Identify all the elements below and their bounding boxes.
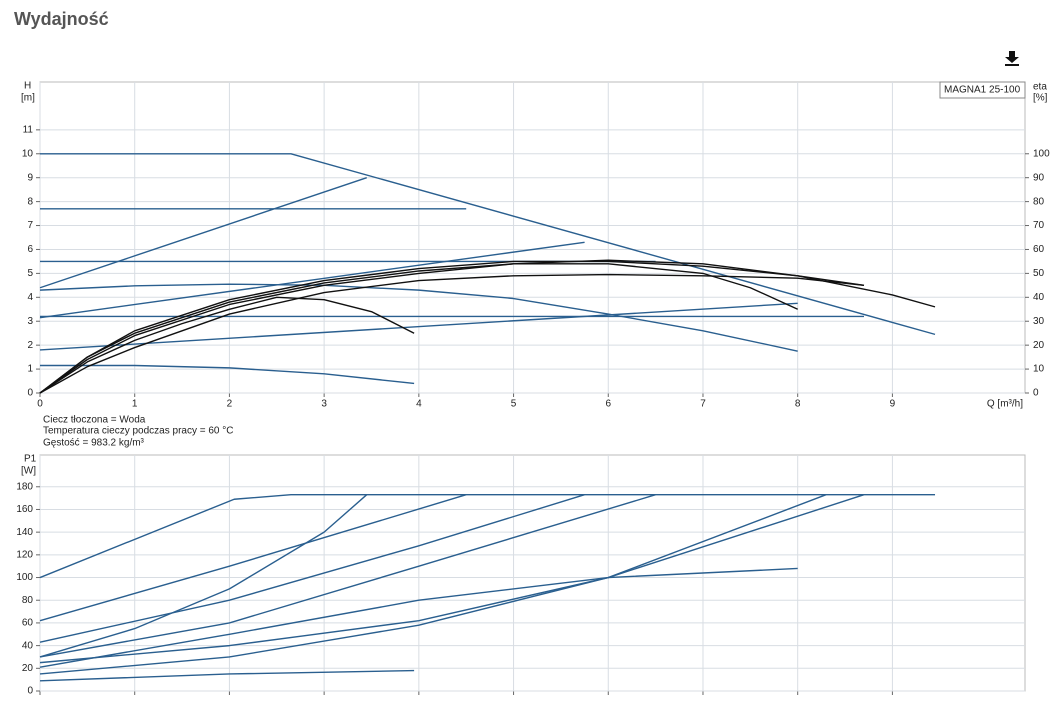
y-tick-label: 4: [27, 292, 33, 303]
x-tick-label: 8: [795, 399, 801, 410]
curve: [39, 296, 415, 394]
y-tick-label: 6: [27, 244, 33, 255]
curve: [39, 567, 798, 668]
x-tick-label: 7: [700, 399, 706, 410]
curve: [39, 302, 798, 351]
y-axis-label: H: [24, 81, 31, 92]
curve: [39, 494, 827, 664]
y2-tick-label: 0: [1033, 388, 1039, 399]
y-tick-label: 160: [16, 504, 33, 515]
x-tick-label: 2: [227, 399, 233, 410]
y-axis-unit: [W]: [21, 466, 36, 477]
download-icon[interactable]: [1005, 51, 1019, 66]
y-tick-label: 11: [23, 124, 34, 135]
y2-tick-label: 80: [1033, 196, 1045, 207]
y-tick-label: 5: [27, 268, 33, 279]
y-tick-label: 9: [27, 172, 33, 183]
y-tick-label: 2: [27, 340, 33, 351]
y-tick-label: 3: [27, 316, 33, 327]
y2-tick-label: 40: [1033, 292, 1045, 303]
curve: [40, 364, 415, 385]
y-tick-label: 0: [27, 686, 33, 697]
curve: [39, 494, 467, 622]
y-tick-label: 40: [22, 640, 34, 651]
curve: [39, 494, 368, 658]
y-tick-label: 10: [22, 148, 34, 159]
plot-area: [39, 454, 1026, 692]
x-axis-label: Q [m³/h]: [987, 399, 1023, 410]
curve: [39, 241, 585, 319]
y2-tick-label: 90: [1033, 172, 1045, 183]
curve: [39, 494, 865, 675]
legend-box: [939, 81, 1026, 99]
y2-tick-label: 60: [1033, 244, 1045, 255]
plot-area: [39, 81, 1026, 394]
x-tick-label: 1: [132, 399, 138, 410]
y-tick-label: 60: [22, 618, 34, 629]
y-axis-label: P1: [24, 454, 37, 465]
y-tick-label: 1: [27, 364, 33, 375]
y2-tick-label: 50: [1033, 268, 1045, 279]
y-tick-label: 0: [27, 388, 33, 399]
y2-tick-label: 100: [1033, 148, 1050, 159]
curve: [39, 177, 367, 289]
y-tick-label: 120: [16, 549, 33, 560]
x-tick-label: 3: [321, 399, 327, 410]
curve: [39, 494, 656, 658]
curve: [39, 283, 798, 352]
y-tick-label: 180: [16, 481, 33, 492]
y2-tick-label: 20: [1033, 340, 1045, 351]
x-tick-label: 5: [511, 399, 517, 410]
y-tick-label: 100: [16, 572, 33, 583]
y-tick-label: 140: [16, 527, 33, 538]
curve: [39, 263, 798, 394]
page-title: Wydajność: [14, 9, 109, 29]
legend-title: MAGNA1 25-100: [944, 85, 1021, 96]
y-tick-label: 20: [22, 663, 34, 674]
x-tick-label: 0: [37, 399, 43, 410]
curve: [39, 494, 936, 579]
y-tick-label: 8: [27, 196, 33, 207]
x-tick-label: 6: [605, 399, 611, 410]
curve: [39, 260, 865, 394]
curve: [40, 153, 936, 336]
y-tick-label: 80: [22, 595, 34, 606]
x-tick-label: 9: [890, 399, 896, 410]
note: Gęstość = 983.2 kg/m³: [43, 438, 145, 449]
y2-axis-label: eta: [1033, 82, 1047, 93]
y2-tick-label: 10: [1033, 364, 1045, 375]
y2-axis-unit: [%]: [1033, 93, 1048, 104]
y-axis-unit: [m]: [21, 93, 35, 104]
curve: [39, 494, 585, 643]
curve: [39, 669, 415, 682]
curve: [39, 259, 936, 394]
note: Ciecz tłoczona = Woda: [43, 415, 146, 426]
note: Temperatura cieczy podczas pracy = 60 °C: [43, 426, 233, 437]
y2-tick-label: 30: [1033, 316, 1045, 327]
y-tick-label: 7: [27, 220, 33, 231]
x-tick-label: 4: [416, 399, 422, 410]
curve: [39, 273, 865, 394]
y2-tick-label: 70: [1033, 220, 1045, 231]
